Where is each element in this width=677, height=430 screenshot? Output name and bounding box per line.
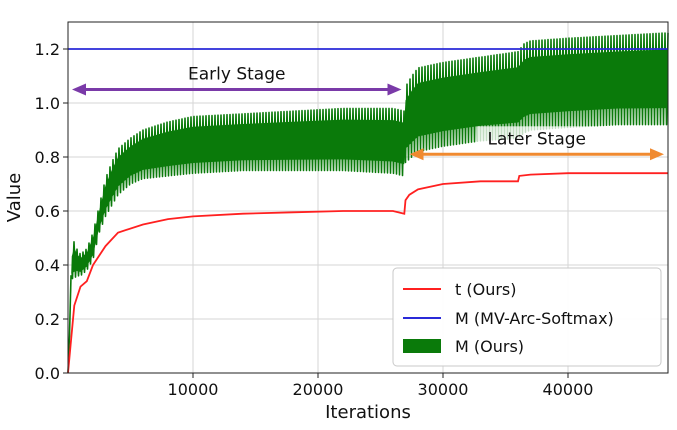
y-tick-label: 0.0 xyxy=(35,364,60,383)
later-stage-arrowhead-left xyxy=(409,148,424,161)
ticks: 10000 20000 30000 40000 0.0 0.2 0.4 0.6 0.8 1.0 1.… xyxy=(35,40,594,399)
annotations-layer: Early Stage Later Stage xyxy=(72,65,664,161)
y-tick-label: 0.4 xyxy=(35,256,60,275)
series-m-ours-core xyxy=(68,49,668,373)
m-ours-band-layer xyxy=(67,32,669,374)
plot-frame xyxy=(67,21,669,374)
x-tick-label: 40000 xyxy=(543,380,594,399)
early-stage-label: Early Stage xyxy=(188,65,285,85)
x-axis-label: Iterations xyxy=(325,402,411,423)
legend-label-m-mv-arc-softmax: M (MV-Arc-Softmax) xyxy=(455,309,614,328)
x-tick-label: 30000 xyxy=(418,380,469,399)
legend-label-m-ours: M (Ours) xyxy=(455,337,524,356)
legend: t (Ours) M (MV-Arc-Softmax) M (Ours) xyxy=(392,267,662,367)
legend-label-t-ours: t (Ours) xyxy=(455,280,517,299)
lines-layer xyxy=(67,48,668,374)
y-tick-label: 0.6 xyxy=(35,202,60,221)
series-t-ours-line xyxy=(67,172,668,374)
early-stage-arrowhead-right xyxy=(387,83,402,96)
early-stage-arrowhead-left xyxy=(72,83,86,96)
x-tick-label: 10000 xyxy=(168,380,219,399)
y-tick-label: 0.8 xyxy=(35,148,60,167)
y-axis-label: Value xyxy=(4,173,25,222)
legend-box xyxy=(392,267,662,367)
y-tick-label: 0.2 xyxy=(35,310,60,329)
later-stage-arrowhead-right xyxy=(650,148,664,161)
y-tick-label: 1.0 xyxy=(35,94,60,113)
x-tick-label: 20000 xyxy=(293,380,344,399)
y-tick-label: 1.2 xyxy=(35,40,60,59)
legend-swatch-m-ours xyxy=(403,339,441,353)
later-stage-label-bg xyxy=(476,126,597,149)
later-stage-label: Later Stage xyxy=(487,129,586,149)
